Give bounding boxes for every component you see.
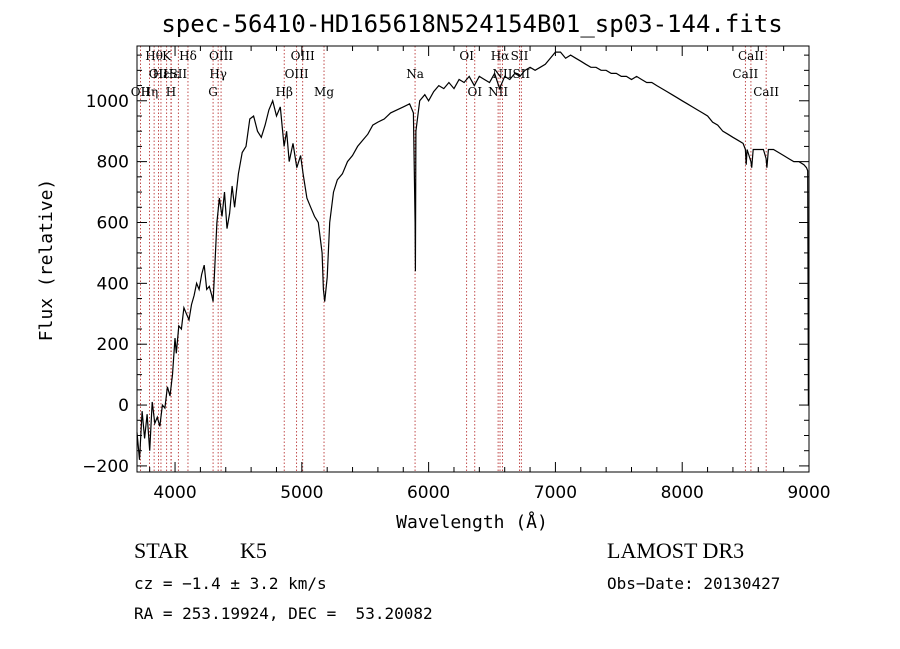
y-tick-label: 200 [97,335,129,355]
marker-label: K [162,49,172,63]
y-axis-ticks: −200 0 200 400 600 800 1000 [82,54,809,477]
y-tick-label: −200 [82,457,129,477]
marker-label: CaII [753,85,779,99]
x-tick-label: 7000 [534,483,577,503]
object-class: STAR [134,538,189,563]
survey-name: LAMOST DR3 [607,538,745,563]
marker-label: OIII [285,67,309,81]
marker-label: Hη [141,85,159,99]
chart-title: spec-56410-HD165618N524154B01_sp03-144.f… [161,10,782,38]
y-tick-label: 400 [97,274,129,294]
marker-label: H [166,85,176,99]
x-tick-label: 4000 [153,483,196,503]
marker-label: Hε [163,67,180,81]
x-tick-label: 9000 [787,483,830,503]
marker-label: OIII [209,49,233,63]
marker-label: OII [131,85,151,99]
marker-label: SII [169,67,187,81]
marker-label: SII [511,49,529,63]
redshift-cz: cz = −1.4 ± 3.2 km/s [134,574,327,593]
y-tick-label: 600 [97,213,129,233]
x-axis-label: Wavelength (Å) [396,511,548,533]
marker-label: OIII [291,49,315,63]
marker-label: OII [149,67,169,81]
marker-label: OI [467,85,482,99]
marker-label: Na [406,67,424,81]
y-axis-label: Flux (relative) [36,179,57,342]
ra-dec: RA = 253.19924, DEC = 53.20082 [134,604,433,623]
marker-label: Hθ [145,49,163,63]
marker-label: G [208,85,218,99]
line-markers [140,46,767,472]
marker-label: NII [488,85,508,99]
marker-label: Mg [314,85,334,99]
y-tick-label: 800 [97,153,129,173]
marker-label: CaII [732,67,758,81]
marker-label: Hβ [276,85,293,99]
marker-label: OI [459,49,474,63]
marker-label: Hγ [209,67,227,81]
marker-label: NII [493,67,513,81]
obs-date: Obs−Date: 20130427 [607,574,781,593]
y-tick-label: 1000 [86,92,129,112]
marker-label: Hε [153,67,170,81]
spectrum-line [136,51,809,460]
x-tick-label: 8000 [661,483,704,503]
marker-label: Hα [491,49,510,63]
marker-label: CaII [738,49,764,63]
x-tick-label: 5000 [280,483,323,503]
object-subclass: K5 [240,538,267,563]
x-tick-label: 6000 [407,483,450,503]
y-tick-label: 0 [118,396,129,416]
x-axis-ticks: 4000 5000 6000 7000 8000 9000 [149,46,831,503]
plot-frame [136,45,810,473]
marker-label: Hδ [179,49,197,63]
